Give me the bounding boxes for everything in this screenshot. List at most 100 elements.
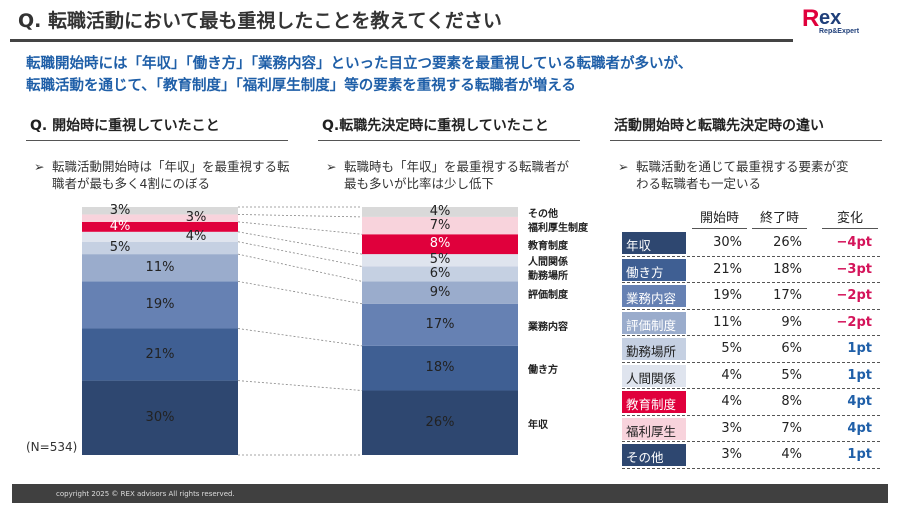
table-header-end: 終了時 [752, 207, 807, 229]
bullet-decision: ➢ 転職時も「年収」を最重視する転職者が最も多いが比率は少し低下 [322, 158, 577, 192]
category-label: 教育制度 [528, 241, 568, 253]
page-title: Q. 転職活動において最も重視したことを教えてください [18, 10, 502, 32]
table-row: 勤務場所 5% 6% 1pt [622, 336, 880, 363]
svg-text:R: R [802, 5, 819, 32]
connector-line [237, 380, 363, 391]
table-row: その他 3% 4% 1pt [622, 442, 880, 469]
bar-segment [82, 214, 238, 222]
table-row: 業務内容 19% 17% −2pt [622, 283, 880, 310]
bar-segment [362, 281, 518, 304]
end-value: 17% [773, 288, 802, 303]
start-value: 21% [713, 261, 742, 277]
bar-segment [362, 207, 518, 217]
svg-text:Rep&Expert: Rep&Expert [819, 28, 860, 35]
connector-line [237, 281, 363, 305]
start-value: 19% [713, 288, 742, 303]
change-value: 1pt [847, 341, 872, 356]
table-row: 福利厚生 3% 7% 4pt [622, 416, 880, 442]
table-row: 教育制度 4% 8% 4pt [622, 389, 880, 416]
segment-value-label: 19% [145, 296, 175, 312]
arrow-bullet-icon: ➢ [34, 159, 45, 174]
start-value: 4% [721, 394, 742, 409]
connector-line [237, 231, 363, 255]
sample-size: (N=534) [26, 440, 78, 454]
panel-header-decision: Q.転職先決定時に重視していたこと [318, 115, 580, 141]
segment-value-label: 3% [185, 210, 207, 226]
bar-segment [82, 207, 238, 215]
bullet-text: 転職時も「年収」を最重視する転職者が最も多いが比率は少し低下 [344, 159, 570, 191]
bar-segment [362, 234, 518, 255]
bar-segment [362, 345, 518, 391]
start-value: 3% [721, 447, 742, 462]
category-label: 福利厚生制度 [528, 222, 588, 234]
row-label: 教育制度 [622, 391, 686, 413]
change-value: 4pt [847, 394, 872, 409]
bar-segment [82, 328, 238, 381]
change-value: −4pt [836, 235, 872, 250]
end-value: 26% [773, 235, 802, 250]
segment-value-label: 3% [109, 202, 131, 218]
category-label: 人間関係 [528, 257, 568, 269]
start-value: 4% [721, 367, 742, 383]
end-value: 6% [781, 341, 802, 356]
segment-value-label: 6% [429, 265, 451, 281]
bar-segment [82, 241, 238, 255]
change-value: 4pt [847, 420, 872, 436]
end-value: 9% [781, 314, 802, 330]
connector-line [237, 253, 363, 282]
arrow-bullet-icon: ➢ [618, 159, 629, 174]
bar-segment [82, 281, 238, 329]
footer: copyright 2025 © REX advisors All rights… [12, 484, 888, 503]
end-value: 5% [781, 367, 802, 383]
start-value: 11% [713, 314, 742, 330]
change-value: 1pt [847, 447, 872, 462]
category-label: 業務内容 [528, 321, 568, 333]
change-value: 1pt [847, 367, 872, 383]
bar-segment [362, 303, 518, 346]
change-value: −2pt [836, 288, 872, 303]
row-label: 年収 [622, 232, 686, 254]
segment-value-label: 4% [185, 228, 207, 244]
start-value: 3% [721, 420, 742, 436]
bullet-start: ➢ 転職活動開始時は「年収」を最重視する転職者が最も多く4割にのぼる [30, 158, 290, 192]
row-label: 勤務場所 [622, 338, 686, 360]
subtitle-line-1: 転職開始時には「年収」「働き方」「業務内容」といった目立つ要素を最重視している転… [26, 56, 693, 72]
category-label: 年収 [528, 419, 548, 431]
table-row: 年収 30% 26% −4pt [622, 230, 880, 257]
change-value: −2pt [836, 314, 872, 330]
segment-value-label: 4% [429, 203, 451, 219]
row-label: 福利厚生 [622, 417, 686, 440]
rex-logo: R ex Rep&Expert [802, 5, 860, 35]
start-value: 5% [721, 341, 742, 356]
end-value: 4% [781, 447, 802, 462]
bar-segment [362, 216, 518, 235]
bar-segment [82, 221, 238, 232]
connector-line [237, 214, 363, 218]
table-header-start: 開始時 [692, 207, 747, 229]
segment-value-label: 5% [429, 252, 451, 268]
row-label: その他 [622, 444, 686, 466]
row-label: 働き方 [622, 258, 686, 281]
table-row: 人間関係 4% 5% 1pt [622, 363, 880, 389]
subtitle-line-2: 転職活動を通じて、「教育制度」「福利厚生制度」等の要素を重視する転職者が増える [26, 78, 576, 94]
arrow-bullet-icon: ➢ [326, 159, 337, 174]
end-value: 18% [773, 261, 802, 277]
segment-value-label: 5% [109, 239, 131, 255]
category-label: 働き方 [528, 365, 558, 377]
connector-line [237, 241, 363, 267]
table-row: 評価制度 11% 9% −2pt [622, 310, 880, 336]
table-row: 働き方 21% 18% −3pt [622, 257, 880, 283]
bar-segment [82, 231, 238, 242]
bar-segment [82, 380, 238, 455]
bar-segment [362, 266, 518, 282]
end-value: 7% [781, 420, 802, 436]
segment-value-label: 17% [425, 316, 455, 332]
segment-value-label: 8% [429, 236, 451, 252]
panel-header-start: Q. 開始時に重視していたこと [26, 115, 288, 141]
svg-text:ex: ex [819, 7, 841, 29]
row-label: 評価制度 [622, 311, 686, 334]
bar-segment [362, 254, 518, 267]
panel-header-diff: 活動開始時と転職先決定時の違い [610, 115, 882, 141]
category-label: その他 [528, 208, 558, 220]
segment-value-label: 11% [145, 259, 175, 275]
